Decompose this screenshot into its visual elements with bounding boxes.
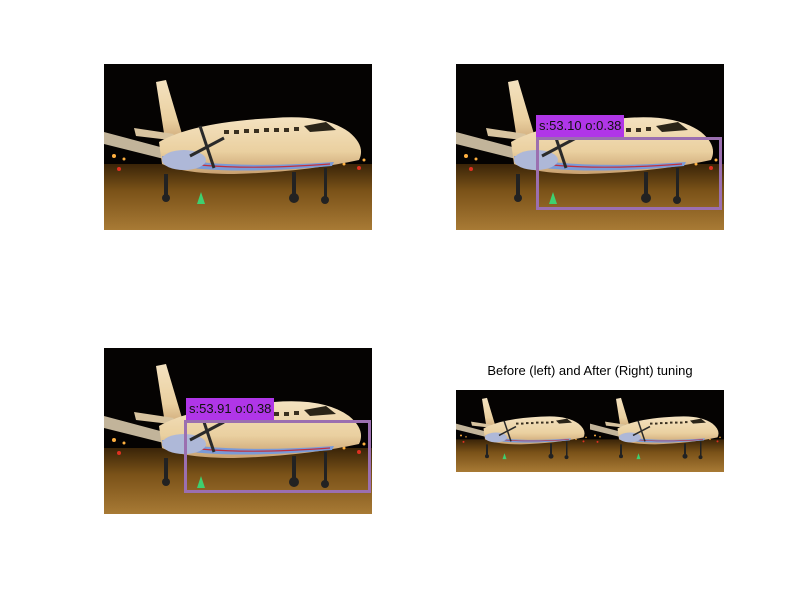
airplane-image-before	[456, 390, 590, 472]
comparison-title: Before (left) and After (Right) tuning	[487, 363, 693, 378]
detection-label: s:53.10 o:0.38	[536, 115, 625, 137]
detection-label: s:53.91 o:0.38	[186, 398, 275, 420]
detection-box	[536, 137, 722, 210]
image-panel-after: s:53.91 o:0.38	[104, 348, 372, 514]
airplane-image	[104, 64, 372, 230]
image-panel-original	[104, 64, 372, 230]
airplane-image-after	[590, 390, 724, 472]
detection-box	[184, 420, 371, 493]
image-panel-comparison	[456, 390, 724, 472]
image-panel-before: s:53.10 o:0.38	[456, 64, 724, 230]
